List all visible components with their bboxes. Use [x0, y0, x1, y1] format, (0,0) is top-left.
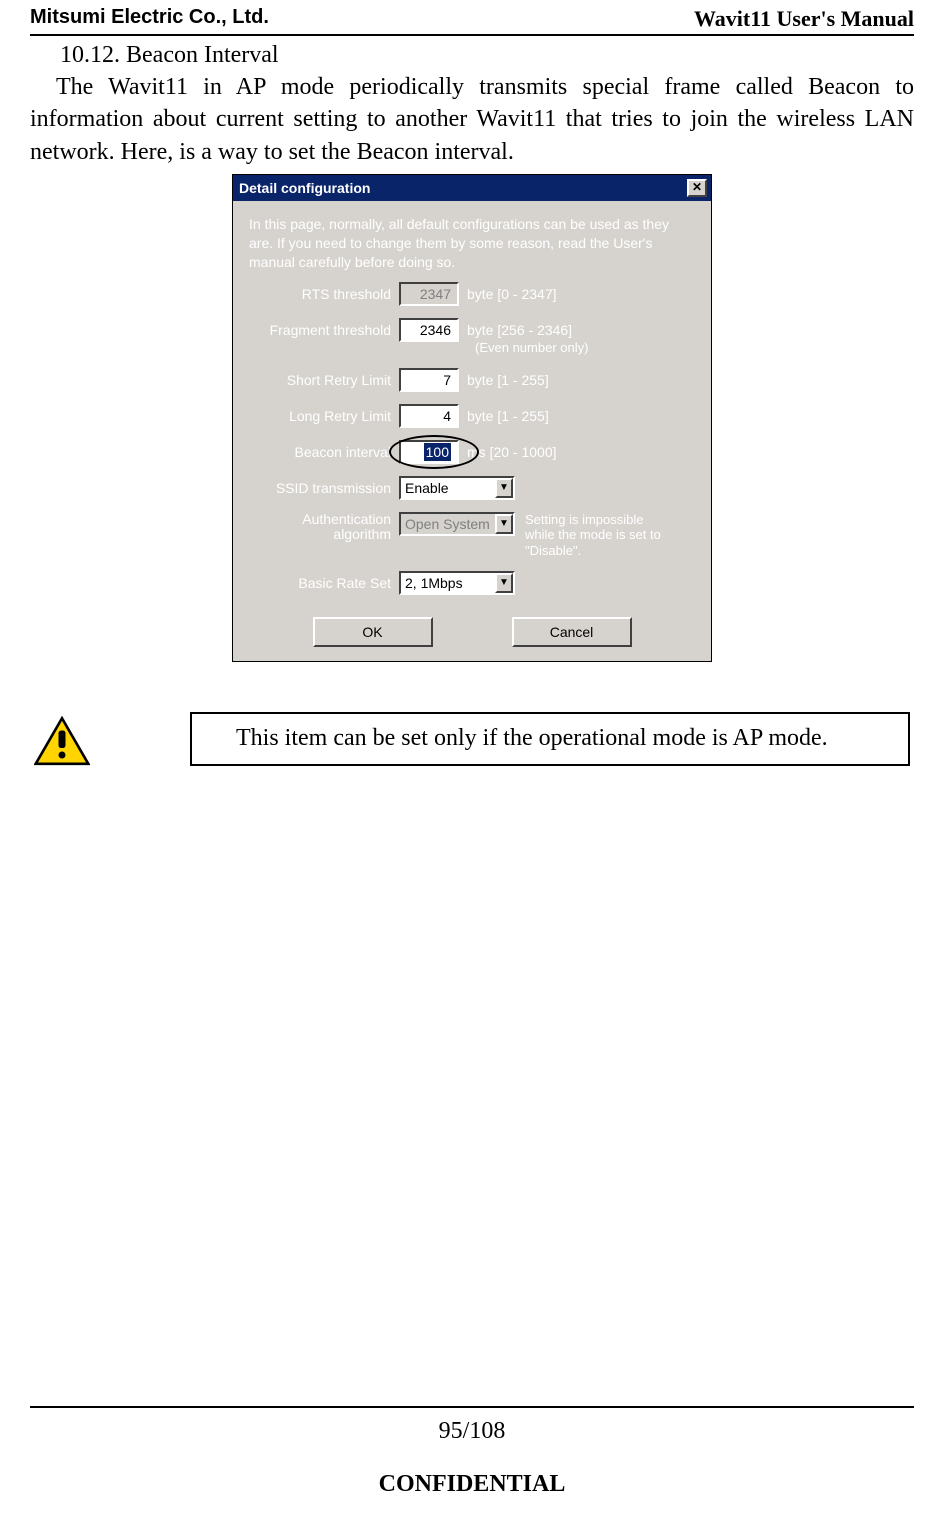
warning-note-box: This item can be set only if the operati…	[190, 712, 910, 766]
page-number: 95/108	[30, 1418, 914, 1445]
rts-threshold-label: RTS threshold	[249, 286, 399, 302]
ssid-transmission-select[interactable]: Enable ▼	[399, 476, 515, 500]
long-retry-unit: byte [1 - 255]	[467, 408, 549, 424]
dialog-intro-text: In this page, normally, all default conf…	[233, 201, 711, 278]
short-retry-input[interactable]: 7	[399, 368, 459, 392]
basic-rate-set-select[interactable]: 2, 1Mbps ▼	[399, 571, 515, 595]
header-company: Mitsumi Electric Co., Ltd.	[30, 6, 269, 32]
auth-algorithm-select: Open System ▼	[399, 512, 515, 536]
beacon-interval-label: Beacon interval	[249, 444, 399, 460]
page-footer: 95/108 CONFIDENTIAL	[30, 1406, 914, 1498]
auth-algorithm-label: Authentication algorithm	[249, 512, 399, 543]
basic-rate-set-label: Basic Rate Set	[249, 575, 399, 591]
section-heading: 10.12. Beacon Interval	[60, 42, 914, 69]
rts-threshold-input: 2347	[399, 282, 459, 306]
beacon-interval-unit: ms [20 - 1000]	[467, 444, 557, 460]
auth-algorithm-note: Setting is impossible while the mode is …	[525, 512, 675, 559]
section-number: 10.12.	[60, 42, 120, 68]
chevron-down-icon: ▼	[495, 573, 513, 593]
section-title: Beacon Interval	[126, 42, 279, 68]
beacon-interval-input[interactable]: 100	[399, 440, 459, 464]
chevron-down-icon: ▼	[495, 514, 513, 534]
confidential-label: CONFIDENTIAL	[30, 1471, 914, 1498]
fragment-threshold-note: (Even number only)	[475, 340, 588, 355]
fragment-threshold-unit: byte [256 - 2346]	[467, 322, 572, 338]
header-manual-title: Wavit11 User's Manual	[694, 6, 914, 32]
detail-configuration-dialog: Detail configuration ✕ In this page, nor…	[232, 174, 712, 661]
cancel-button[interactable]: Cancel	[512, 617, 632, 647]
rts-threshold-unit: byte [0 - 2347]	[467, 286, 557, 302]
body-paragraph: The Wavit11 in AP mode periodically tran…	[30, 71, 914, 168]
page-header: Mitsumi Electric Co., Ltd. Wavit11 User'…	[30, 0, 914, 36]
dialog-titlebar: Detail configuration ✕	[233, 175, 711, 201]
short-retry-label: Short Retry Limit	[249, 372, 399, 388]
warning-icon	[34, 716, 90, 771]
long-retry-label: Long Retry Limit	[249, 408, 399, 424]
dialog-title: Detail configuration	[239, 180, 370, 196]
short-retry-unit: byte [1 - 255]	[467, 372, 549, 388]
fragment-threshold-input[interactable]: 2346	[399, 318, 459, 342]
chevron-down-icon: ▼	[495, 478, 513, 498]
long-retry-input[interactable]: 4	[399, 404, 459, 428]
close-icon[interactable]: ✕	[687, 179, 707, 197]
fragment-threshold-label: Fragment threshold	[249, 322, 399, 338]
ssid-transmission-label: SSID transmission	[249, 480, 399, 496]
ok-button[interactable]: OK	[313, 617, 433, 647]
